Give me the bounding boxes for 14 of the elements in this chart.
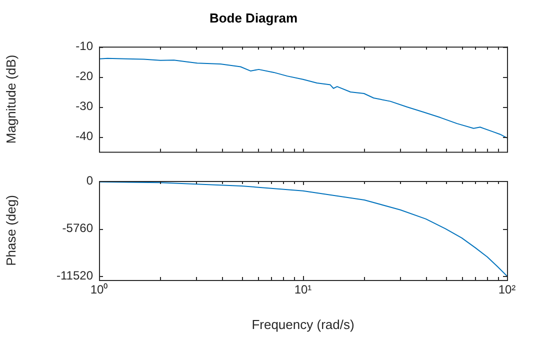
y-tick-label: -11520 xyxy=(56,268,94,282)
y-tick-label: -5760 xyxy=(62,220,94,235)
y-axis-title: Magnitude (dB) xyxy=(3,54,18,144)
y-tick-label: 0 xyxy=(86,173,94,188)
y-tick-label: -20 xyxy=(76,68,94,83)
y-tick-label: -10 xyxy=(76,38,94,53)
x-tick-label: 10¹ xyxy=(294,282,312,297)
y-tick-label: -40 xyxy=(76,129,94,144)
x-tick-label: 10² xyxy=(498,282,516,297)
y-axis-title: Phase (deg) xyxy=(3,195,18,266)
x-tick-label: 10⁰ xyxy=(90,282,108,297)
x-axis-title: Frequency (rad/s) xyxy=(252,316,354,332)
y-tick-label: -30 xyxy=(76,99,94,114)
chart-title: Bode Diagram xyxy=(209,10,298,26)
